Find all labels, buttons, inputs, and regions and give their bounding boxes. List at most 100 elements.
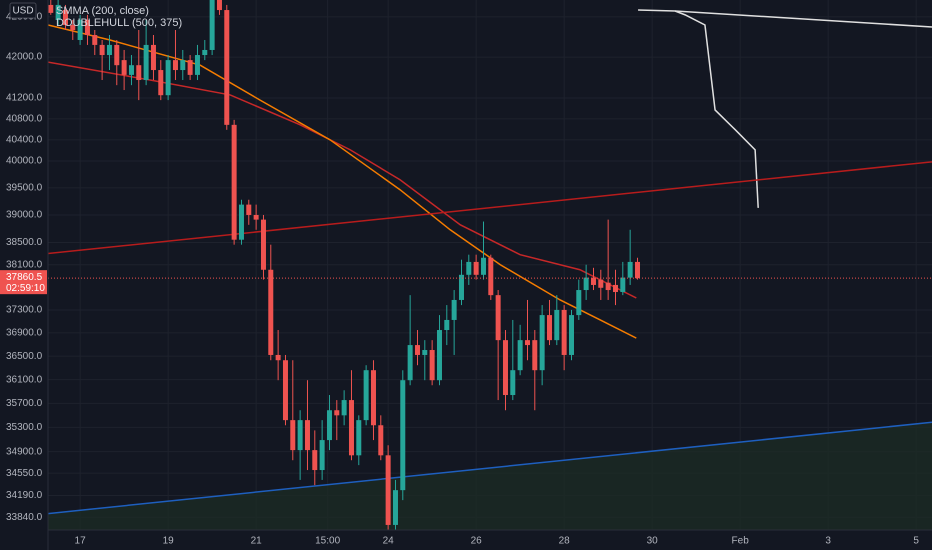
candle-body [84,19,90,36]
candle-body [363,370,369,421]
candle-body [216,0,222,11]
x-tick-label: 30 [647,536,659,547]
candle-body [510,370,516,396]
candle-body [612,284,618,293]
candle-body [70,24,76,30]
y-tick-label: 40800.0 [6,113,43,124]
plot-area [48,0,932,530]
y-tick-label: 39500.0 [6,182,43,193]
candle-body [517,340,523,371]
legend-entry: SMMA (200, close) [56,5,149,17]
candle-body [341,400,347,416]
candle-body [634,261,640,279]
candle-body [576,290,582,316]
line [48,24,637,339]
candle-body [165,60,171,96]
candle-body [429,350,435,381]
y-tick-label: 37300.0 [6,305,43,316]
x-tick-label: Feb [732,536,750,547]
candle-body [150,44,156,71]
candle-body [326,410,332,441]
candle-body [136,65,142,81]
candle-body [290,420,296,451]
candle-body [400,380,406,491]
candle-body [209,0,215,50]
candle-body [92,35,98,45]
candle-body [627,261,633,278]
line [674,10,932,28]
candle-body [480,257,486,275]
candle-body [605,282,611,291]
y-tick-label: 33840.0 [6,512,43,523]
candle-body [370,370,376,426]
candle-body [620,277,626,293]
trend-fill [48,422,932,530]
candle-body [172,60,178,71]
candle-body [194,55,200,75]
y-tick-label: 34550.0 [6,468,43,479]
candle-body [422,350,428,355]
x-tick-label: 19 [163,536,175,547]
x-tick-label: 24 [383,536,395,547]
candle-body [356,420,362,456]
x-tick-label: 5 [913,536,919,547]
candle-body [532,340,538,371]
currency-box [9,2,37,19]
candle-body [590,277,596,285]
candle-body [546,315,552,341]
candle-body [495,295,501,341]
candle-body [414,345,420,355]
candle-body [253,214,259,220]
candle-body [77,19,83,40]
line [48,421,932,515]
candle-body [561,309,567,355]
y-tick-label: 39000.0 [6,210,43,221]
line [48,161,932,255]
candle-body [55,4,61,20]
y-tick-label: 40000.0 [6,156,43,167]
candle-body [407,345,413,381]
candle-body [282,360,288,421]
y-tick-label: 42000.0 [6,52,43,63]
x-tick-label: 28 [559,536,571,547]
y-tick-label: 38500.0 [6,237,43,248]
candle-body [297,420,303,451]
candle-body [268,269,274,355]
countdown-label: 02:59:10 [6,283,45,294]
candle-body [319,440,325,471]
candle-body [444,319,450,331]
candle-body [473,261,479,275]
candle-body [246,204,252,215]
candle-body [180,60,186,71]
x-tick-label: 26 [471,536,483,547]
candle-body [224,10,230,125]
candle-body [48,4,54,13]
candle-body [114,44,120,66]
candle-body [334,410,340,416]
x-tick-label: 17 [75,536,87,547]
candle-body [348,400,354,456]
candle-body [121,60,127,75]
candle-body [524,340,530,346]
last-price-box [0,270,47,295]
candle-body [466,261,472,275]
candle-body [62,10,68,25]
candle-body [436,330,442,381]
last-price-label: 37860.5 [6,272,43,283]
y-tick-label: 36900.0 [6,328,43,339]
candle-body [554,309,560,341]
candle-body [128,65,134,75]
candle-body [458,274,464,300]
axes: 42800.042000.041200.040800.040400.040000… [0,12,919,547]
y-tick-label: 35300.0 [6,422,43,433]
currency: USD [12,6,33,17]
candle-body [378,425,384,456]
y-tick-label: 36500.0 [6,351,43,362]
candle-body [99,44,105,56]
candle-body [187,60,193,75]
candle-body [275,354,281,361]
candle-body [202,49,208,56]
candle-body [238,204,244,240]
